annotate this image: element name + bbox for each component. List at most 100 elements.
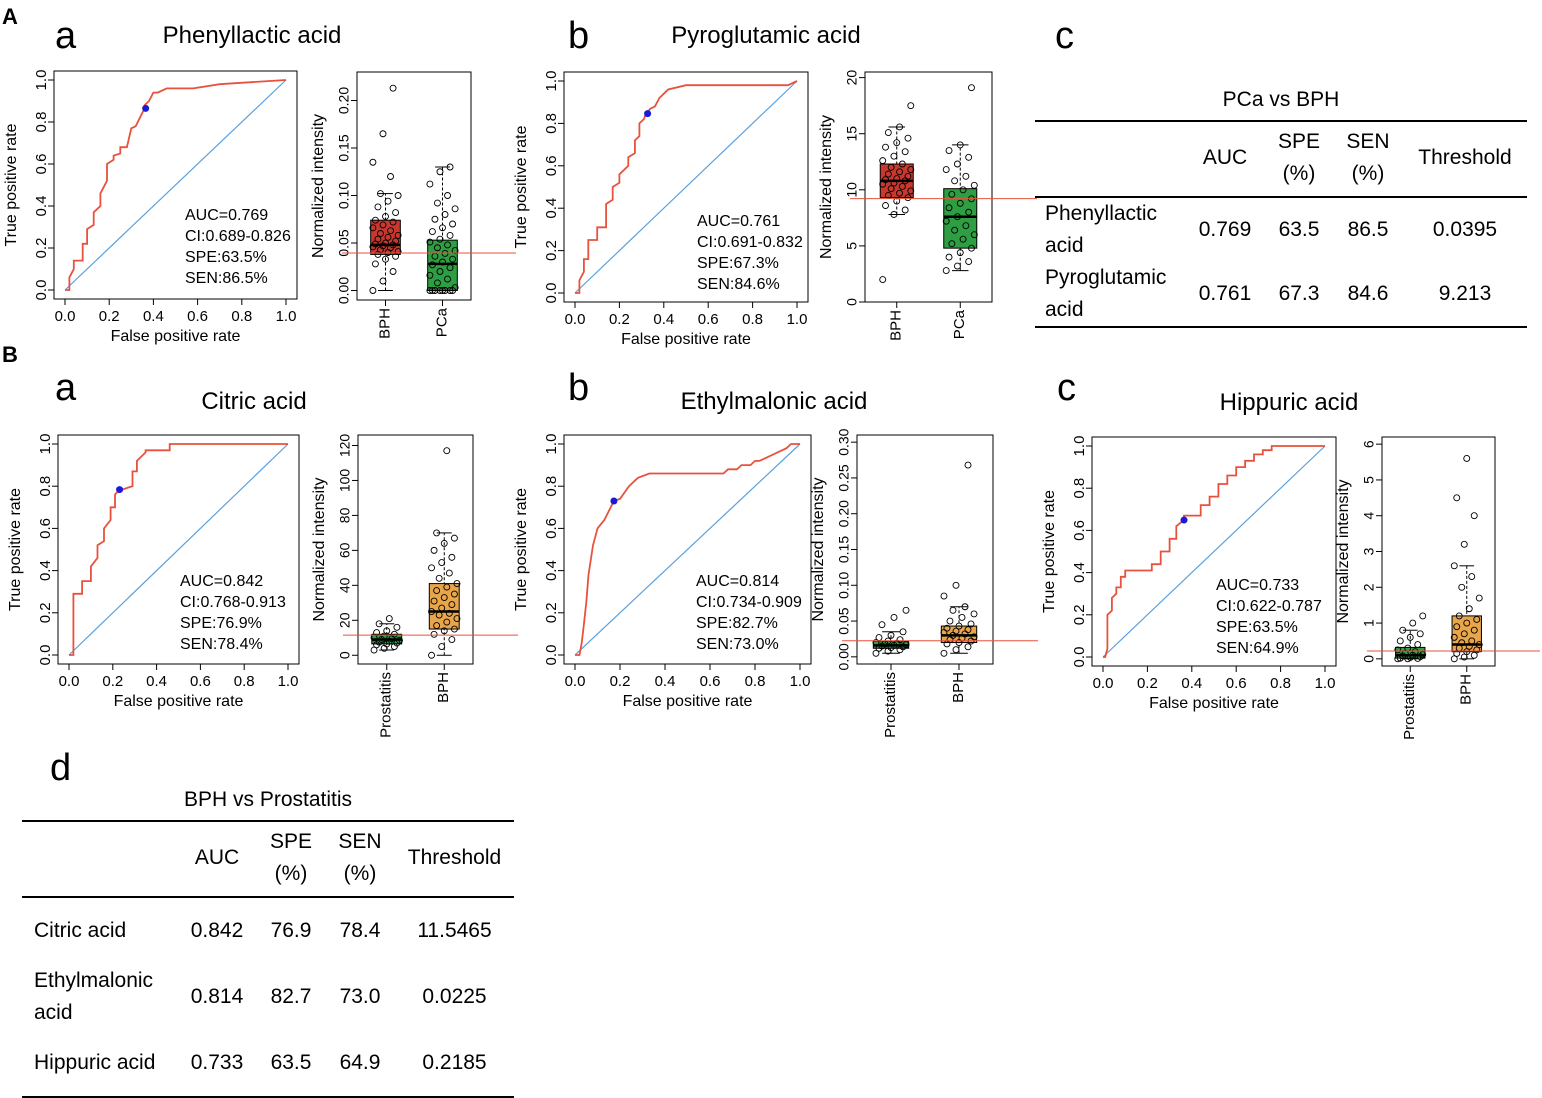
data-point bbox=[393, 623, 401, 631]
data-point bbox=[434, 199, 441, 207]
header-spe-line1: SPE bbox=[269, 830, 313, 853]
y-tick-label: 0.4 bbox=[543, 198, 560, 219]
data-point bbox=[433, 529, 441, 537]
data-point bbox=[446, 264, 454, 272]
data-point bbox=[1409, 619, 1417, 627]
data-point bbox=[1453, 623, 1461, 631]
data-point bbox=[907, 102, 915, 110]
y-tick-label: 3 bbox=[1361, 547, 1377, 555]
x-tick-label: 0.8 bbox=[231, 308, 252, 325]
data-point bbox=[887, 631, 895, 639]
data-point bbox=[443, 618, 451, 626]
y-tick-label: 0.00 bbox=[336, 277, 352, 304]
data-point bbox=[436, 168, 444, 176]
data-point bbox=[428, 651, 435, 659]
data-point bbox=[1458, 583, 1466, 591]
data-point bbox=[970, 181, 978, 189]
y-axis-label: True positive rate bbox=[1041, 490, 1058, 613]
data-point bbox=[374, 235, 382, 243]
data-point bbox=[426, 238, 434, 246]
data-point bbox=[898, 160, 906, 168]
data-point bbox=[430, 546, 438, 554]
data-point bbox=[448, 636, 456, 643]
data-point bbox=[893, 175, 901, 183]
data-point bbox=[453, 580, 461, 588]
data-point bbox=[450, 625, 458, 633]
data-point bbox=[942, 267, 950, 275]
roc-annotation: SEN:86.5% bbox=[185, 270, 268, 287]
roc-plot: 0.0 0.0 0.2 0.2 0.4 0.4 0.6 0.6 0.8 0.8 1.0 1.0 Fals… bbox=[3, 70, 298, 345]
table-row: Phenyllactic acid 0.769 63.5 86.5 0.0395 bbox=[1035, 197, 1527, 262]
box-plot: 0.00 0.05 0.10 0.15 0.20 0.25 0.30 Normalized i… bbox=[810, 428, 1038, 738]
data-point bbox=[446, 163, 454, 171]
data-point bbox=[1406, 633, 1414, 641]
header-auc: AUC bbox=[177, 820, 257, 898]
data-point bbox=[371, 260, 379, 268]
data-point bbox=[449, 255, 457, 263]
y-tick-label: 0.4 bbox=[1071, 562, 1088, 583]
chart-title: Phenyllactic acid bbox=[163, 22, 342, 49]
y-tick-label: 0.8 bbox=[1071, 478, 1088, 499]
row-name-line2: acid bbox=[1045, 234, 1084, 257]
y-axis-label: Normalized intensity bbox=[818, 115, 835, 259]
data-point bbox=[448, 601, 456, 609]
data-point bbox=[426, 180, 434, 188]
x-tick-label: 0.6 bbox=[700, 673, 721, 690]
table-bph-vs-prostatitis: BPH vs Prostatitis AUC SPE (%) SEN (%) Thr… bbox=[22, 788, 514, 1098]
data-point bbox=[1473, 616, 1481, 623]
data-point bbox=[940, 649, 948, 657]
data-point bbox=[964, 626, 972, 634]
table-title: PCa vs BPH bbox=[1222, 88, 1340, 111]
x-tick-label: 0.8 bbox=[234, 673, 255, 690]
data-point bbox=[959, 235, 967, 243]
x-tick-label: 0.2 bbox=[102, 673, 123, 690]
data-point bbox=[387, 173, 394, 180]
data-point bbox=[899, 628, 907, 636]
x-tick-label: 0.4 bbox=[143, 308, 164, 325]
chart-Ba: Citric acid0.00.00.20.20.40.40.60.60.80.… bbox=[7, 388, 518, 738]
y-tick-label: 6 bbox=[1361, 440, 1377, 448]
data-point bbox=[1470, 512, 1478, 520]
header-sen-line2: (%) bbox=[343, 862, 377, 885]
row-name: Ethylmalonic acid bbox=[22, 964, 177, 1030]
header-sen: SEN (%) bbox=[325, 820, 395, 898]
box-plot: 0 1 2 3 4 5 6 Normalized intensity Prostatitis BP… bbox=[1335, 436, 1540, 740]
data-point bbox=[438, 604, 446, 612]
row-name: Citric acid bbox=[22, 897, 177, 964]
data-point bbox=[444, 192, 451, 199]
data-point bbox=[428, 608, 435, 616]
data-point bbox=[443, 583, 451, 591]
header-spe: SPE (%) bbox=[257, 820, 325, 898]
data-point bbox=[384, 197, 392, 205]
data-point bbox=[949, 606, 957, 614]
data-point bbox=[1399, 652, 1407, 660]
data-point bbox=[946, 617, 954, 625]
panel-label-Ab: b bbox=[568, 15, 589, 57]
box-plot: 0.00 0.05 0.10 0.15 0.20 Normalized intensity… bbox=[310, 71, 516, 339]
y-tick-label: 0.8 bbox=[543, 113, 560, 134]
y-tick-label: 0 bbox=[337, 651, 353, 659]
data-point bbox=[970, 231, 978, 239]
header-spe-line1: SPE bbox=[1277, 130, 1321, 153]
roc-annotation: AUC=0.814 bbox=[696, 573, 779, 590]
data-point bbox=[382, 239, 389, 247]
cell-auc: 0.733 bbox=[177, 1030, 257, 1098]
panel-label-Ac: c bbox=[1055, 15, 1074, 57]
roc-curve bbox=[575, 443, 800, 656]
row-name-line2: acid bbox=[34, 1001, 73, 1024]
x-tick-label: 0.0 bbox=[55, 308, 76, 325]
x-tick-label: 0.8 bbox=[745, 673, 766, 690]
roc-annotation: CI:0.768-0.913 bbox=[180, 594, 286, 611]
box-frame bbox=[864, 71, 993, 303]
data-point bbox=[882, 202, 889, 209]
data-point bbox=[436, 268, 444, 275]
y-tick-label: 1 bbox=[1361, 619, 1377, 627]
data-point bbox=[958, 614, 966, 621]
cell-threshold: 11.5465 bbox=[417, 919, 492, 942]
roc-annotation: CI:0.622-0.787 bbox=[1216, 598, 1322, 615]
data-point bbox=[970, 610, 978, 618]
y-tick-label: 1.0 bbox=[543, 71, 560, 92]
cell-spe: 76.9 bbox=[270, 919, 312, 942]
data-point bbox=[942, 217, 950, 225]
data-point bbox=[374, 203, 382, 211]
